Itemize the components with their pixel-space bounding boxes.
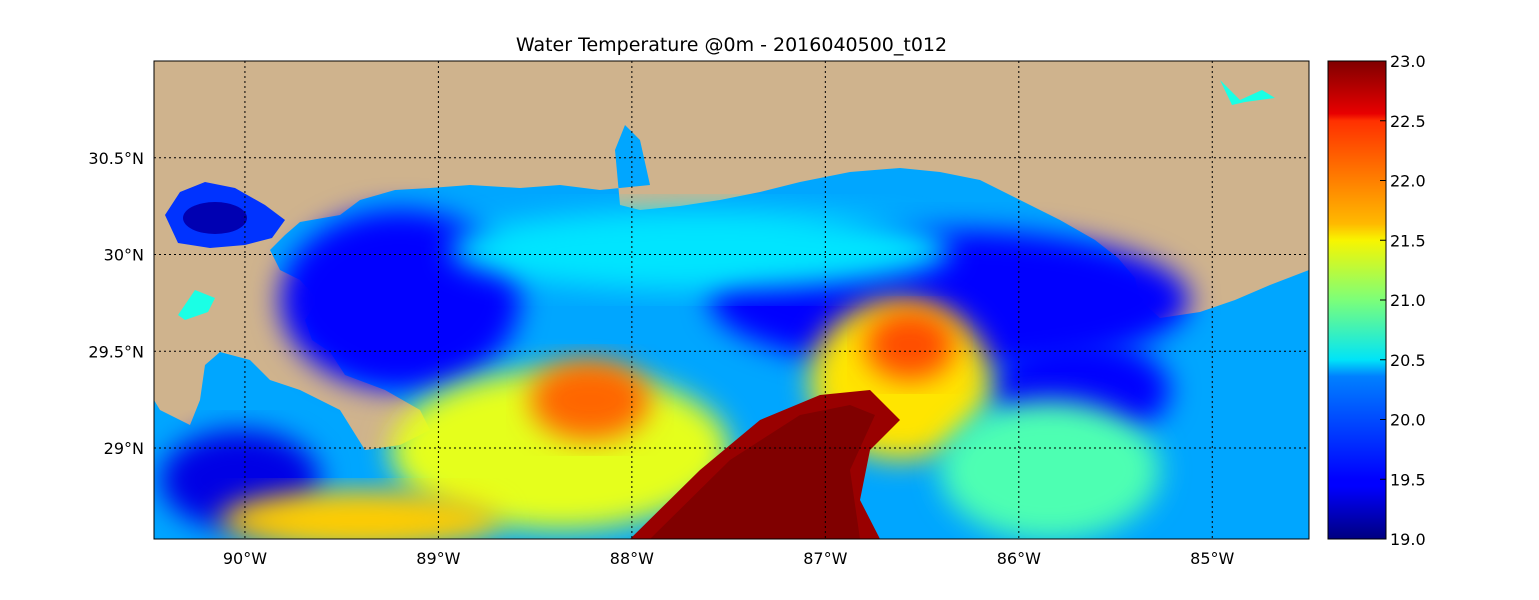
y-tick-label: 29°N <box>104 439 144 458</box>
lake-cool-core <box>183 202 247 234</box>
x-tick-label: 86°W <box>997 549 1041 568</box>
chart-title: Water Temperature @0m - 2016040500_t012 <box>515 34 948 56</box>
colorbar-ticks: 23.0 22.5 22.0 21.5 21.0 20.5 20.0 19.5 19.0 <box>1380 52 1426 549</box>
temperature-blob <box>220 490 500 539</box>
y-tick-label: 30°N <box>104 246 144 265</box>
x-axis-ticks: 90°W 89°W 88°W 87°W 86°W 85°W <box>223 549 1235 568</box>
warm-core-center <box>650 405 875 539</box>
temperature-blob <box>530 360 650 440</box>
temperature-blob <box>940 400 1160 539</box>
x-tick-label: 90°W <box>223 549 267 568</box>
y-axis-ticks: 30.5°N 30°N 29.5°N 29°N <box>88 149 144 458</box>
colorbar <box>1327 60 1387 540</box>
plot-frame <box>153 60 1310 540</box>
x-tick-label: 88°W <box>610 549 654 568</box>
colorbar-tick-label: 20.0 <box>1390 411 1426 430</box>
small-lake-water <box>178 290 215 320</box>
colorbar-tick-label: 22.0 <box>1390 172 1426 191</box>
x-tick-label: 85°W <box>1190 549 1234 568</box>
colorbar-tick-label: 19.0 <box>1390 530 1426 549</box>
temperature-blob <box>865 310 955 380</box>
colorbar-tick-label: 20.5 <box>1390 351 1426 370</box>
map-area <box>154 61 1309 539</box>
colorbar-tick-label: 21.5 <box>1390 231 1426 250</box>
x-tick-label: 87°W <box>803 549 847 568</box>
bay-water-northeast <box>1220 80 1275 105</box>
temperature-blob <box>450 210 950 290</box>
colorbar-tick-label: 21.0 <box>1390 291 1426 310</box>
colorbar-tick-label: 19.5 <box>1390 470 1426 489</box>
colorbar-tick-label: 22.5 <box>1390 112 1426 131</box>
y-tick-label: 30.5°N <box>88 149 144 168</box>
x-tick-label: 89°W <box>416 549 460 568</box>
y-tick-label: 29.5°N <box>88 342 144 361</box>
colorbar-tick-label: 23.0 <box>1390 52 1426 71</box>
